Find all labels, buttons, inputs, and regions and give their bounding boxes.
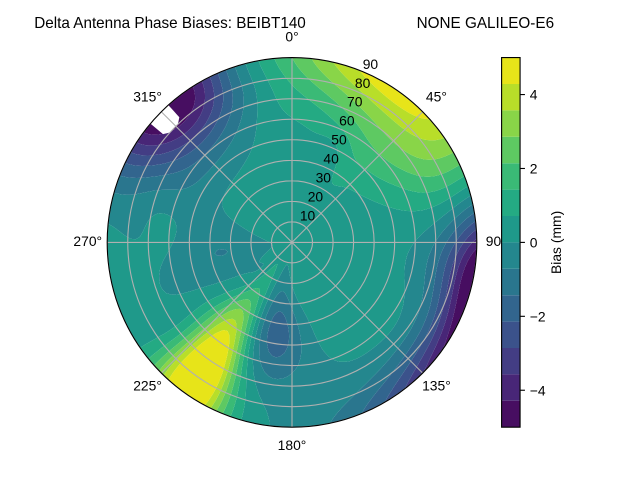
svg-text:180°: 180° [278,437,307,453]
svg-text:315°: 315° [133,89,162,105]
svg-text:90: 90 [363,56,379,72]
svg-text:270°: 270° [73,233,102,249]
svg-text:50: 50 [331,132,347,148]
svg-text:80: 80 [355,75,371,91]
svg-text:40: 40 [323,151,339,167]
svg-text:60: 60 [339,113,355,129]
svg-text:135°: 135° [422,377,451,393]
svg-text:70: 70 [347,94,363,110]
svg-text:NONE GALILEO-E6: NONE GALILEO-E6 [417,15,554,32]
svg-text:−2: −2 [530,308,546,324]
svg-text:−4: −4 [530,382,546,398]
svg-text:45°: 45° [426,89,447,105]
svg-text:4: 4 [530,87,538,103]
svg-text:225°: 225° [133,377,162,393]
svg-text:10: 10 [300,208,316,224]
svg-text:Delta Antenna Phase Biases: BE: Delta Antenna Phase Biases: BEIBT140 [34,15,306,32]
svg-text:2: 2 [530,161,538,177]
svg-text:0: 0 [530,234,538,250]
svg-text:20: 20 [308,189,324,205]
svg-text:Bias (mm): Bias (mm) [548,211,564,274]
svg-text:30: 30 [316,170,332,186]
